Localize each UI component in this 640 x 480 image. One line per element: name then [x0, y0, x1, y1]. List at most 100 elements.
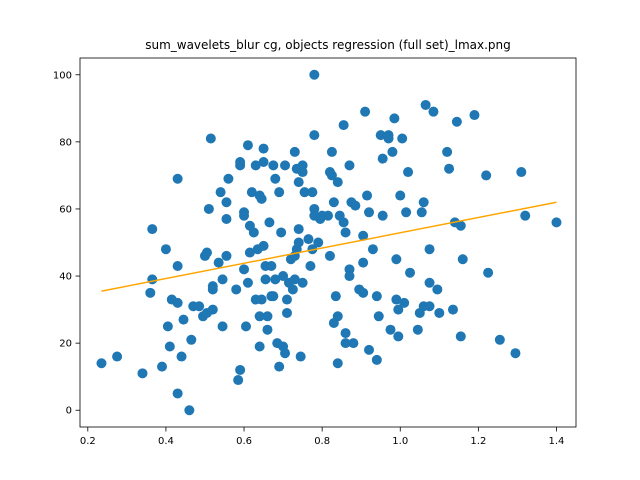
data-point: [280, 160, 291, 171]
data-point: [280, 348, 291, 359]
data-point: [215, 187, 226, 198]
data-point: [295, 351, 306, 362]
data-point: [451, 116, 462, 127]
data-point: [293, 177, 304, 188]
data-point: [270, 173, 281, 184]
data-point: [176, 351, 187, 362]
data-point: [268, 160, 279, 171]
plot-frame: [79, 57, 577, 428]
data-point: [242, 277, 253, 288]
data-point: [405, 267, 416, 278]
data-point: [469, 110, 480, 121]
data-point: [287, 284, 298, 295]
data-point: [157, 361, 168, 372]
data-point: [203, 203, 214, 214]
data-point: [332, 177, 343, 188]
data-point: [362, 190, 373, 201]
data-point: [326, 146, 337, 157]
data-point: [309, 69, 320, 80]
data-point: [274, 361, 285, 372]
regression-line: [101, 201, 557, 292]
y-tick-label: 20: [59, 339, 72, 350]
data-point: [221, 197, 232, 208]
data-point: [178, 314, 189, 325]
data-point: [371, 354, 382, 365]
data-point: [330, 291, 341, 302]
data-point: [293, 237, 304, 248]
data-point: [424, 277, 435, 288]
data-point: [244, 247, 255, 258]
data-point: [551, 217, 562, 228]
data-point: [289, 146, 300, 157]
data-point: [483, 267, 494, 278]
data-point: [377, 153, 388, 164]
data-point: [393, 331, 404, 342]
data-point: [389, 113, 400, 124]
data-point: [510, 348, 521, 359]
data-point: [340, 338, 351, 349]
data-point: [207, 284, 218, 295]
data-point: [221, 250, 232, 261]
data-point: [399, 297, 410, 308]
data-point: [432, 284, 443, 295]
data-point: [248, 227, 259, 238]
data-point: [344, 271, 355, 282]
data-point: [393, 304, 404, 315]
data-point: [412, 324, 423, 335]
data-point: [391, 254, 402, 265]
data-point: [240, 321, 251, 332]
data-point: [373, 311, 384, 322]
data-point: [297, 277, 308, 288]
data-point: [160, 244, 171, 255]
x-tick-label: 0.2: [80, 436, 96, 447]
data-point: [297, 167, 308, 178]
data-point: [260, 274, 271, 285]
y-tick-label: 40: [59, 272, 72, 283]
data-point: [223, 173, 234, 184]
data-point: [401, 207, 412, 218]
data-point: [364, 207, 375, 218]
data-point: [256, 193, 267, 204]
x-tick-label: 0.8: [314, 436, 330, 447]
axes: 0.2 0.4 0.6 0.8 1.0 1.2 1.4 0 20 40 60 80 100: [53, 57, 577, 447]
data-point: [457, 254, 468, 265]
data-point: [418, 197, 429, 208]
data-point: [266, 260, 277, 271]
plot-area: [80, 58, 576, 427]
data-point: [217, 274, 228, 285]
fit-line: [101, 201, 557, 292]
data-point: [205, 133, 216, 144]
x-tick-label: 1.4: [549, 436, 565, 447]
data-point: [358, 230, 369, 241]
data-point: [172, 173, 183, 184]
data-point: [233, 375, 244, 386]
x-tick-label: 1.0: [392, 436, 408, 447]
data-point: [403, 167, 414, 178]
data-point: [239, 264, 250, 275]
data-point: [184, 405, 195, 416]
data-point: [258, 156, 269, 167]
x-tick-label: 1.2: [470, 436, 486, 447]
data-point: [262, 311, 273, 322]
data-point: [254, 311, 265, 322]
data-point: [96, 358, 107, 369]
data-point: [309, 130, 320, 141]
data-point: [147, 274, 158, 285]
data-point: [358, 287, 369, 298]
data-point: [254, 341, 265, 352]
data-point: [397, 133, 408, 144]
data-point: [217, 321, 228, 332]
data-point: [289, 274, 300, 285]
data-point: [258, 143, 269, 154]
data-point: [258, 240, 269, 251]
data-point: [520, 210, 531, 221]
data-point: [481, 170, 492, 181]
data-point: [455, 220, 466, 231]
data-point: [385, 324, 396, 335]
data-point: [299, 187, 310, 198]
data-point: [172, 388, 183, 399]
data-point: [434, 307, 445, 318]
data-point: [494, 334, 505, 345]
data-point: [367, 244, 378, 255]
data-point: [332, 311, 343, 322]
